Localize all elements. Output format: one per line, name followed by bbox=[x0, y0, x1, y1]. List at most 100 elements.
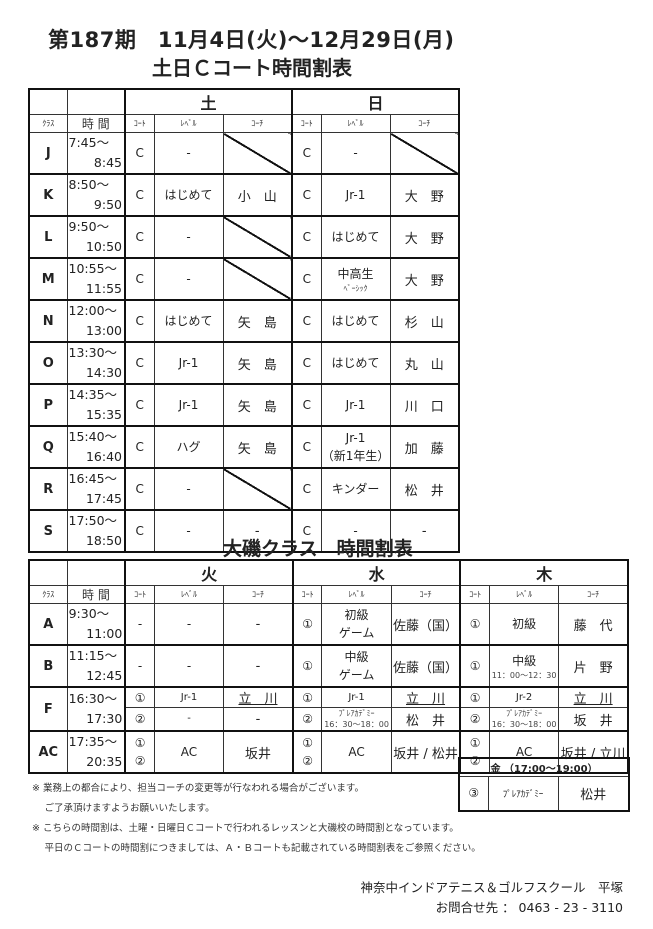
coach-name: 坂井 bbox=[244, 746, 271, 762]
end-time: 11:00 bbox=[86, 626, 123, 641]
court-number: ① bbox=[134, 736, 146, 750]
level-text: - bbox=[186, 146, 191, 160]
level-cell: Jr-1 bbox=[320, 173, 391, 217]
end-time: 9:50 bbox=[93, 197, 122, 212]
level-text: はじめて bbox=[331, 230, 380, 244]
level-cell: はじめて bbox=[320, 299, 391, 343]
level-cell: Jr-1 bbox=[320, 383, 391, 427]
end-time: 14:30 bbox=[85, 365, 122, 380]
start-time: 13:30～ bbox=[68, 345, 118, 360]
start-time: 17:35～ bbox=[68, 734, 118, 749]
time-range: 9:30～ 11:00 bbox=[66, 603, 126, 646]
school-name: 神奈中インドアテニス＆ゴルフスクール 平塚 bbox=[360, 880, 623, 895]
level-text: 中級 bbox=[344, 650, 369, 664]
level-header: ﾚﾍﾞﾙ bbox=[153, 585, 225, 604]
day-header: 木 bbox=[459, 559, 629, 586]
coach-name: 丸 山 bbox=[404, 357, 444, 373]
coach-name: 加 藤 bbox=[404, 441, 444, 457]
court-cell: ① bbox=[291, 603, 323, 646]
level-note: 11：00～12：30 bbox=[491, 670, 557, 680]
court-header: ｺｰﾄ bbox=[291, 585, 323, 604]
level-text: 中高生 bbox=[337, 266, 374, 281]
end-time: 10:50 bbox=[85, 239, 122, 254]
friday-coach: 松井 bbox=[557, 776, 630, 811]
level-text: ﾌﾟﾚｱｶﾃﾞﾐｰ bbox=[338, 709, 375, 718]
coach-cell: 松 井 bbox=[390, 707, 461, 732]
coach-name: 藤 代 bbox=[573, 618, 613, 634]
court-cell: C bbox=[124, 341, 155, 385]
level-text: 中級 bbox=[512, 653, 537, 668]
court-cell: C bbox=[291, 383, 322, 427]
class-label: M bbox=[28, 257, 68, 301]
friday-level: ﾌﾟﾚｱｶﾃﾞﾐｰ bbox=[487, 776, 559, 811]
level-cell: Jr-1 bbox=[321, 686, 392, 708]
time-header: 時 間 bbox=[66, 585, 126, 604]
class-label: K bbox=[28, 173, 68, 217]
coach-name: - bbox=[255, 658, 261, 674]
court-cell: C bbox=[291, 215, 322, 259]
end-time: 17:45 bbox=[85, 491, 122, 506]
start-time: 12:00～ bbox=[68, 303, 118, 318]
level-text: - bbox=[186, 617, 192, 631]
coach-cell: 佐藤（国） bbox=[390, 603, 461, 646]
coach-name: 川 口 bbox=[404, 399, 444, 415]
court-cell: C bbox=[291, 341, 322, 385]
level-text: ﾌﾟﾚｱｶﾃﾞﾐｰ bbox=[506, 709, 543, 718]
time-range: 9:50～ 10:50 bbox=[66, 215, 126, 259]
coach-name: 大 野 bbox=[404, 189, 444, 205]
coach-name: - bbox=[254, 523, 260, 539]
start-time: 17:50～ bbox=[68, 513, 118, 528]
court-cell: C bbox=[124, 509, 155, 553]
level-cell: - bbox=[153, 132, 224, 175]
level-text: Jr-1 bbox=[345, 188, 366, 202]
court-cell: - bbox=[124, 644, 155, 688]
court-cell: ② bbox=[459, 707, 490, 732]
court-header: ｺｰﾄ bbox=[291, 114, 322, 133]
coach-cell: 坂井 / 松井 bbox=[390, 730, 461, 774]
coach-name: 立 川 bbox=[573, 692, 613, 707]
coach-cell: 佐藤（国） bbox=[390, 644, 461, 688]
term-title: 第187期 11月4日(火)～12月29日(月) bbox=[48, 28, 455, 52]
court-cell: C bbox=[124, 257, 155, 301]
court-cell: ② bbox=[291, 707, 323, 732]
level-text: - bbox=[186, 230, 191, 244]
coach-name: 佐藤（国） bbox=[393, 618, 459, 634]
coach-cell: 加 藤 bbox=[389, 425, 460, 469]
coach-header: ｺｰﾁ bbox=[222, 114, 293, 133]
level-cell: Jr-1 bbox=[153, 686, 225, 708]
coach-name: - bbox=[255, 711, 261, 727]
level-text: - bbox=[186, 272, 191, 286]
coach-cell: 大 野 bbox=[389, 215, 460, 259]
coach-name: 立 川 bbox=[406, 692, 446, 707]
court-cell: C bbox=[291, 173, 322, 217]
oiso-schedule-table: 火水木ｸﾗｽ時 間ｺｰﾄ ﾚﾍﾞﾙ ｺｰﾁ ｺｰﾄ ﾚﾍﾞﾙ ｺｰﾁ ｺｰﾄ ﾚﾍﾞﾙ ｺｰﾁ A… bbox=[28, 559, 629, 774]
class-label: O bbox=[28, 341, 68, 385]
class-label: J bbox=[28, 132, 68, 175]
class-label: P bbox=[28, 383, 68, 427]
start-time: 15:40～ bbox=[68, 429, 118, 444]
blank-header bbox=[66, 559, 126, 586]
level-cell: ﾌﾟﾚｱｶﾃﾞﾐｰ 16：30～18：00 bbox=[488, 707, 560, 732]
coach-name: 矢 島 bbox=[237, 315, 277, 331]
weekend-schedule-table: 土日ｸﾗｽ時 間ｺｰﾄ ﾚﾍﾞﾙ ｺｰﾁ ｺｰﾄ ﾚﾍﾞﾙ ｺｰﾁ J 7:45～ 8:45 C -… bbox=[28, 88, 461, 553]
level-cell: ﾌﾟﾚｱｶﾃﾞﾐｰ 16：30～18：00 bbox=[321, 707, 392, 732]
time-range: 16:30～ 17:30 bbox=[66, 686, 126, 732]
coach-cell: - bbox=[223, 707, 294, 732]
coach-header: ｺｰﾁ bbox=[390, 585, 461, 604]
level-cell: - bbox=[153, 257, 224, 301]
court-number: ② bbox=[302, 754, 314, 768]
level-text: キンダー bbox=[331, 482, 380, 496]
level-cell: はじめて bbox=[320, 341, 391, 385]
coach-cell: 片 野 bbox=[558, 644, 629, 688]
coach-cell: 藤 代 bbox=[558, 603, 629, 646]
level-text: AC bbox=[348, 745, 365, 759]
day-header: 日 bbox=[291, 88, 460, 115]
level-text: - bbox=[186, 482, 191, 496]
court-header: ｺｰﾄ bbox=[459, 585, 490, 604]
level-note: ﾍﾞｰｼｯｸ bbox=[343, 283, 368, 293]
end-time: 15:35 bbox=[85, 407, 122, 422]
time-range: 14:35～ 15:35 bbox=[66, 383, 126, 427]
end-time: 17:30 bbox=[86, 711, 123, 726]
coach-cell: 矢 島 bbox=[222, 383, 293, 427]
